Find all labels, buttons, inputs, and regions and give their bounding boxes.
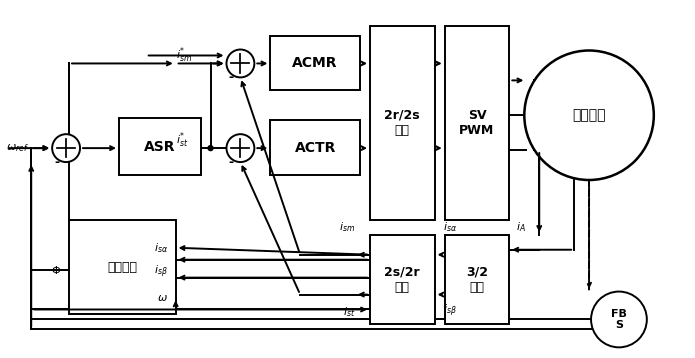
Text: $\omega_{ref}$: $\omega_{ref}$ xyxy=(6,142,29,154)
Text: ACMR: ACMR xyxy=(293,56,338,70)
Text: FB
S: FB S xyxy=(611,309,627,330)
Text: -: - xyxy=(229,71,234,84)
Text: -: - xyxy=(54,156,59,169)
Text: 感应电机: 感应电机 xyxy=(572,108,606,122)
Text: SV
PWM: SV PWM xyxy=(459,109,495,137)
Text: $\Phi$: $\Phi$ xyxy=(51,263,61,276)
Bar xyxy=(270,120,360,175)
Circle shape xyxy=(227,134,254,162)
Bar xyxy=(370,235,434,324)
Text: ASR: ASR xyxy=(144,140,175,154)
Text: $i_{s\alpha}$: $i_{s\alpha}$ xyxy=(154,241,167,255)
Text: $i_{sm}^{*}$: $i_{sm}^{*}$ xyxy=(176,46,192,65)
Circle shape xyxy=(52,134,80,162)
Text: $i_{s\beta}$: $i_{s\beta}$ xyxy=(443,303,457,319)
Bar xyxy=(445,26,509,220)
Text: 磁链计算: 磁链计算 xyxy=(107,261,138,274)
Text: 2r/2s
变换: 2r/2s 变换 xyxy=(384,109,420,137)
Circle shape xyxy=(591,291,647,347)
Text: $i_A$: $i_A$ xyxy=(516,220,526,234)
Bar xyxy=(370,26,434,220)
Text: $i_{st}^{*}$: $i_{st}^{*}$ xyxy=(176,130,188,150)
Circle shape xyxy=(524,50,654,180)
Bar xyxy=(270,35,360,90)
Text: 2s/2r
变换: 2s/2r 变换 xyxy=(384,266,420,294)
Text: $i_{s\alpha}$: $i_{s\alpha}$ xyxy=(443,220,457,234)
Bar xyxy=(69,220,176,314)
Text: $i_{st}$: $i_{st}$ xyxy=(343,306,355,319)
Text: $i_{s\beta}$: $i_{s\beta}$ xyxy=(154,263,167,280)
Bar xyxy=(119,118,201,175)
Text: $i_{sm}$: $i_{sm}$ xyxy=(338,220,355,234)
Text: 3/2
变换: 3/2 变换 xyxy=(466,266,488,294)
Text: ACTR: ACTR xyxy=(295,141,336,155)
Bar xyxy=(445,235,509,324)
Circle shape xyxy=(208,146,213,151)
Text: $\omega$: $\omega$ xyxy=(157,292,167,303)
Circle shape xyxy=(227,49,254,77)
Text: -: - xyxy=(229,156,234,169)
